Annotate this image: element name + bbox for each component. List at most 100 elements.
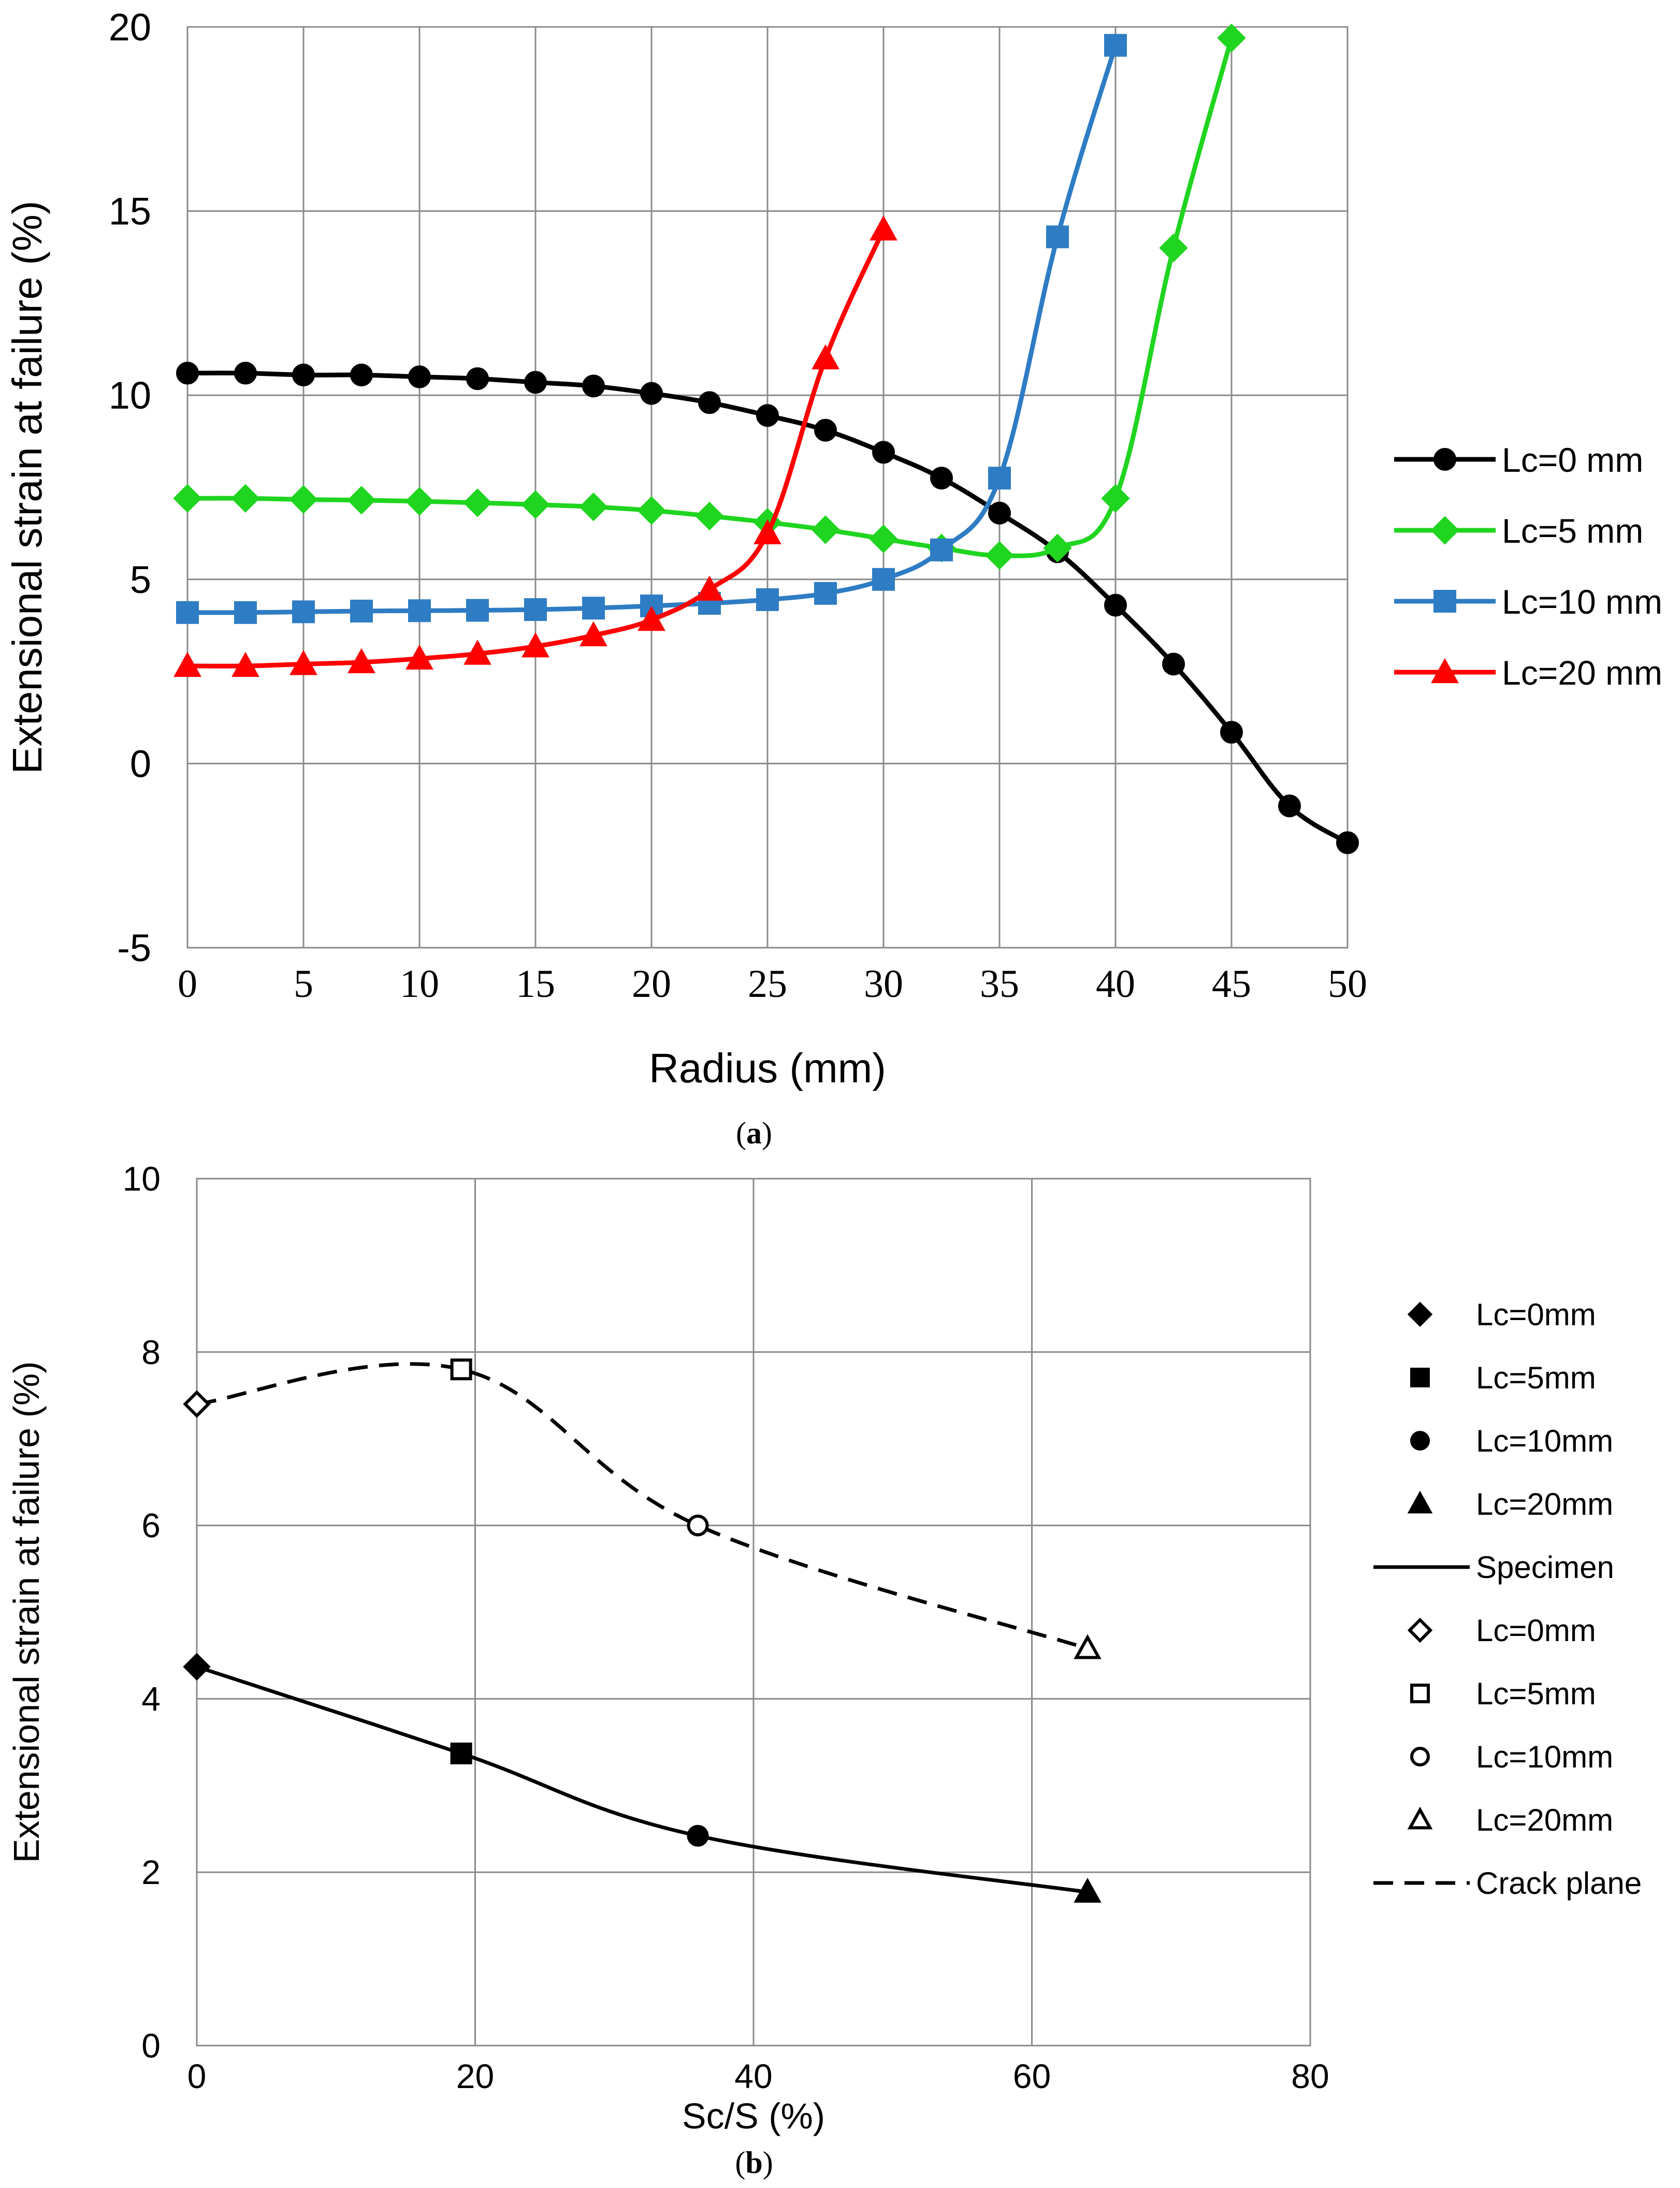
legend-marker (1410, 1747, 1430, 1766)
legend-marker (1410, 1684, 1430, 1703)
legend-label: Lc=20mm (1476, 1803, 1613, 1837)
x-tick-label: 20 (632, 962, 671, 1006)
data-point (408, 365, 431, 388)
chart-b: 0 20 40 60 80 0 2 4 6 8 10 Sc/S (%) Extensional stra… (6, 1160, 1642, 2136)
y-axis-title: Extensional strain at failure (%) (6, 1361, 47, 1863)
legend-marker (1430, 516, 1459, 545)
y-tick-label: 0 (130, 742, 151, 785)
data-point (347, 648, 375, 673)
x-tick-label: 80 (1291, 2057, 1329, 2095)
data-point (405, 644, 433, 670)
x-tick-label: 20 (456, 2057, 494, 2095)
data-point (930, 538, 953, 561)
data-point (930, 467, 953, 490)
legend-marker (1407, 1301, 1433, 1327)
data-point (811, 515, 840, 544)
data-point (1162, 653, 1185, 676)
data-point (696, 575, 723, 601)
legend-marker (1431, 658, 1459, 684)
x-axis-title: Radius (mm) (649, 1045, 886, 1091)
legend-label: Lc=0 mm (1502, 441, 1643, 479)
caption-a: (a) (736, 1116, 772, 1150)
data-point (814, 418, 837, 442)
data-point (1104, 593, 1127, 617)
x-tick-label: 40 (734, 2057, 772, 2095)
data-point (522, 632, 549, 658)
legend-label: Lc=20mm (1476, 1487, 1613, 1522)
data-point (231, 651, 259, 677)
data-point (988, 467, 1011, 490)
data-point (231, 484, 260, 513)
data-point (521, 490, 550, 519)
legend-label: Lc=5mm (1476, 1676, 1596, 1711)
y-tick-label: 20 (109, 6, 151, 49)
data-point (687, 1824, 709, 1847)
x-tick-label: 60 (1013, 2057, 1051, 2095)
y-tick-label: 6 (141, 1506, 161, 1545)
legend-marker (1407, 1806, 1433, 1830)
data-point (582, 597, 605, 620)
chart-a: 0 5 10 15 20 25 30 35 40 45 50 -5 0 5 10 15 20 Radius (mm… (4, 6, 1662, 1091)
data-point (1217, 23, 1246, 53)
data-point (754, 519, 781, 545)
series-line-specimen (196, 1665, 1088, 1894)
x-tick-label: 45 (1212, 962, 1251, 1006)
caption-a-letter: a (746, 1116, 762, 1150)
data-point (1046, 225, 1069, 249)
data-point (173, 651, 201, 677)
data-point (1043, 533, 1072, 563)
data-point (638, 605, 665, 631)
data-point (289, 650, 317, 675)
data-point (292, 364, 315, 387)
data-point (1336, 831, 1359, 854)
x-tick-label: 35 (980, 962, 1019, 1006)
data-point (466, 599, 489, 622)
y-tick-label: 8 (141, 1333, 161, 1371)
legend-label: Lc=10mm (1476, 1740, 1613, 1774)
data-point (463, 488, 492, 517)
data-point (524, 598, 547, 621)
data-point (466, 367, 489, 390)
legend-marker (1407, 1490, 1433, 1514)
x-tick-label: 25 (748, 962, 787, 1006)
data-point (814, 582, 837, 605)
legend-label: Crack plane (1476, 1866, 1642, 1901)
x-tick-label: 50 (1328, 962, 1367, 1006)
y-tick-label: 2 (141, 1853, 161, 1891)
data-point (1104, 34, 1127, 57)
y-tick-label: -5 (117, 926, 151, 969)
data-point (173, 484, 202, 513)
data-point (1278, 794, 1301, 818)
legend-label: Lc=10 mm (1502, 583, 1662, 621)
y-tick-label: 10 (123, 1160, 161, 1198)
data-point (695, 501, 724, 531)
data-point (450, 1358, 472, 1381)
data-point (872, 441, 895, 464)
x-tick-label: 10 (400, 962, 439, 1006)
data-point (698, 391, 721, 414)
data-point (347, 486, 376, 515)
data-point (350, 599, 373, 622)
data-point (1074, 1634, 1102, 1659)
caption-b: (b) (735, 2146, 773, 2180)
legend-label: Lc=20 mm (1502, 654, 1662, 692)
x-tick-label: 5 (294, 962, 313, 1006)
data-point (289, 485, 318, 514)
x-tick-label: 30 (864, 962, 903, 1006)
data-point (687, 1514, 709, 1537)
x-tick-label: 40 (1096, 962, 1135, 1006)
y-tick-label: 0 (141, 2026, 161, 2065)
series-line-crackplane (196, 1362, 1089, 1650)
data-point (640, 382, 663, 405)
data-point (872, 568, 895, 591)
data-point (1159, 234, 1188, 263)
data-point (1220, 720, 1243, 744)
data-point (464, 640, 491, 665)
data-point (579, 492, 608, 521)
series-line-lc20mm (187, 228, 886, 669)
data-point (450, 1742, 472, 1764)
x-tick-label: 0 (187, 2057, 207, 2095)
legend-marker (1433, 590, 1456, 613)
x-axis-title: Sc/S (%) (682, 2096, 825, 2136)
data-point (988, 501, 1011, 525)
